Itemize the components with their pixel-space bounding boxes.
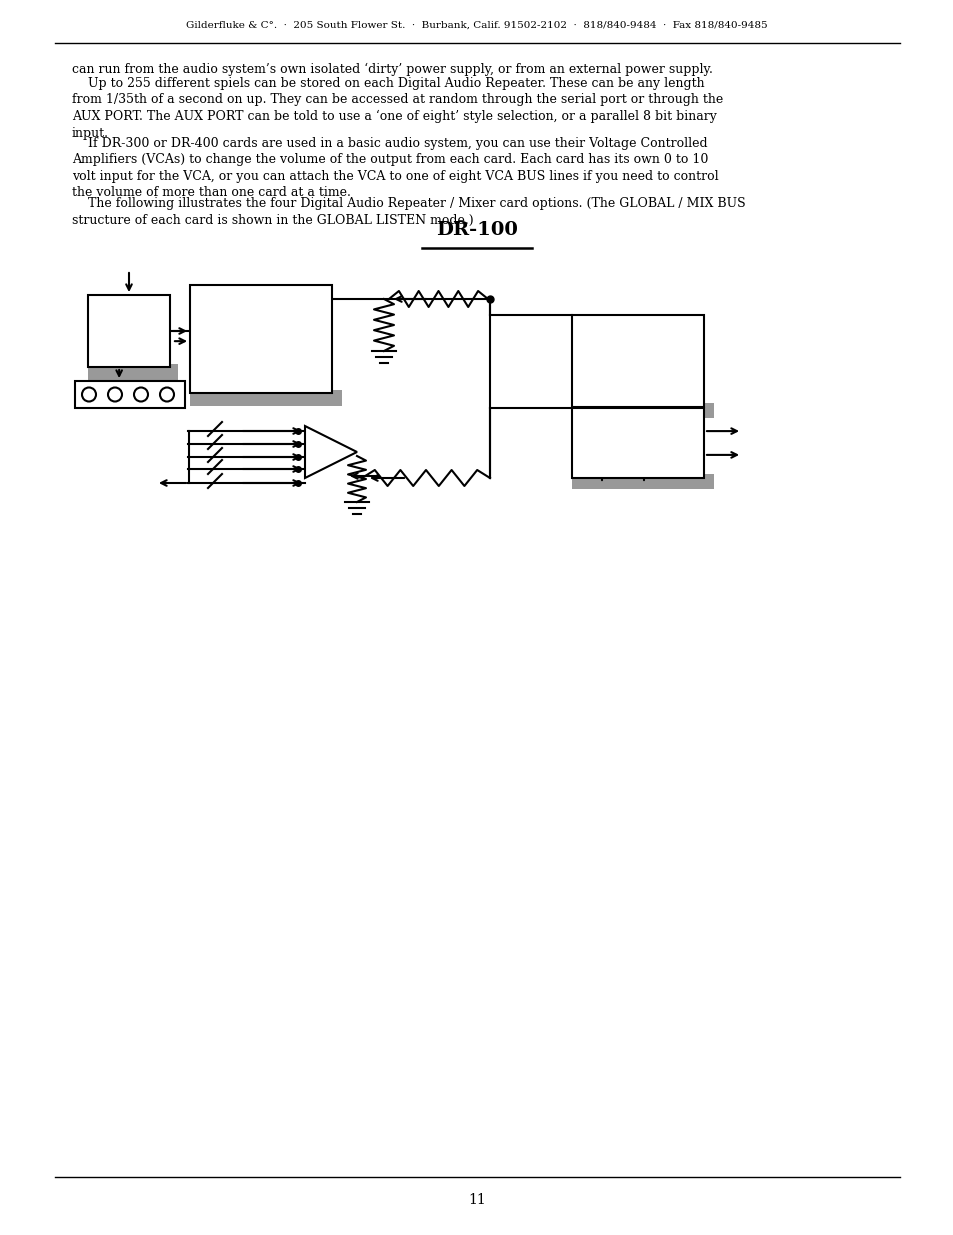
Bar — [88, 295, 170, 367]
Bar — [572, 403, 713, 417]
Polygon shape — [305, 426, 356, 478]
Bar — [88, 364, 178, 380]
Text: Gilderfluke & C°.  ·  205 South Flower St.  ·  Burbank, Calif. 91502-2102  ·  81: Gilderfluke & C°. · 205 South Flower St.… — [186, 21, 767, 30]
Bar — [572, 408, 703, 478]
Bar — [572, 474, 713, 489]
Text: If DR-300 or DR-400 cards are used in a basic audio system, you can use their Vo: If DR-300 or DR-400 cards are used in a … — [71, 137, 718, 200]
Text: Up to 255 different spiels can be stored on each Digital Audio Repeater. These c: Up to 255 different spiels can be stored… — [71, 77, 722, 140]
Bar — [190, 285, 332, 393]
Bar — [190, 390, 341, 406]
Text: DR-100: DR-100 — [436, 221, 517, 240]
Text: The following illustrates the four Digital Audio Repeater / Mixer card options. : The following illustrates the four Digit… — [71, 198, 745, 226]
Text: 11: 11 — [468, 1193, 485, 1207]
Bar — [75, 382, 185, 408]
Text: can run from the audio system’s own isolated ‘dirty’ power supply, or from an ex: can run from the audio system’s own isol… — [71, 63, 712, 77]
Bar — [572, 315, 703, 408]
